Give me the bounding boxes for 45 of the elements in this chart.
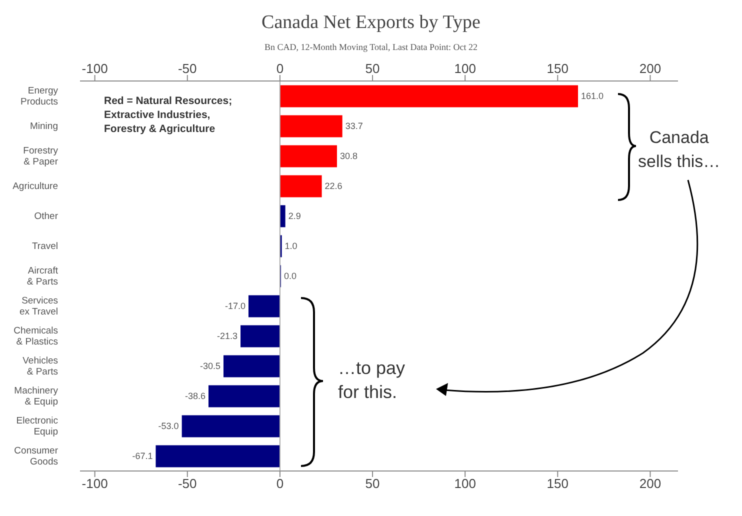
x2-tick-label: 100: [454, 61, 476, 76]
y-tick-label: Consumer Goods: [14, 446, 58, 468]
data-label: 33.7: [345, 121, 363, 132]
data-label: 30.8: [340, 151, 358, 162]
x-tick-label: 50: [365, 476, 380, 492]
y-tick-label: Energy Products: [20, 86, 58, 108]
x-tick-label: 100: [454, 476, 476, 492]
x2-tick-label: 0: [276, 61, 284, 76]
data-label: 1.0: [284, 241, 298, 252]
y-tick-label: Other: [34, 211, 58, 222]
y-tick-label: Travel: [32, 241, 58, 252]
y-tick-label: Mining: [30, 121, 58, 132]
data-label: -67.1: [132, 451, 153, 462]
y-tick-label: Machinery & Equip: [14, 386, 58, 408]
y-tick-label: Chemicals & Plastics: [14, 326, 58, 348]
annotation: Red = Natural Resources; Extractive Industries, Forestry & Agriculture: [104, 94, 232, 136]
x2-tick-label: -100: [82, 61, 108, 76]
data-label: 2.9: [288, 211, 301, 222]
data-label: -38.6: [184, 391, 206, 402]
data-label: -53.0: [158, 421, 179, 432]
x2-tick-label: 150: [546, 61, 569, 76]
x2-tick-label: 200: [639, 61, 662, 76]
y-tick-label: Services ex Travel: [19, 296, 58, 318]
data-label: -21.3: [217, 331, 238, 342]
chart-subtitle: Bn CAD, 12-Month Moving Total, Last Data Point: Oct 22: [264, 42, 478, 52]
data-label: -17.0: [224, 301, 246, 312]
y-tick-label: Vehicles & Parts: [22, 356, 58, 378]
y-tick-label: Agriculture: [12, 181, 58, 192]
y-tick-label: Aircraft & Parts: [26, 266, 58, 288]
y-tick-label: Electronic Equip: [16, 416, 58, 438]
data-label: 0.0: [284, 271, 296, 282]
x-tick-label: -50: [178, 476, 197, 492]
x-tick-label: 0: [276, 476, 284, 492]
x-tick-label: -100: [82, 476, 108, 492]
x2-tick-label: 50: [365, 61, 380, 76]
data-label: -30.5: [200, 361, 220, 372]
data-label: 161.0: [581, 91, 604, 102]
chart-title: Canada Net Exports by Type: [260, 12, 482, 34]
x-tick-label: 150: [546, 476, 569, 492]
x-tick-label: 200: [639, 476, 662, 492]
y-tick-label: Forestry & Paper: [23, 146, 58, 168]
x2-tick-label: -50: [178, 61, 197, 76]
data-label: 22.6: [324, 181, 342, 192]
annotation: Canada sells this…: [638, 127, 720, 173]
annotation: …to pay for this.: [338, 357, 406, 404]
